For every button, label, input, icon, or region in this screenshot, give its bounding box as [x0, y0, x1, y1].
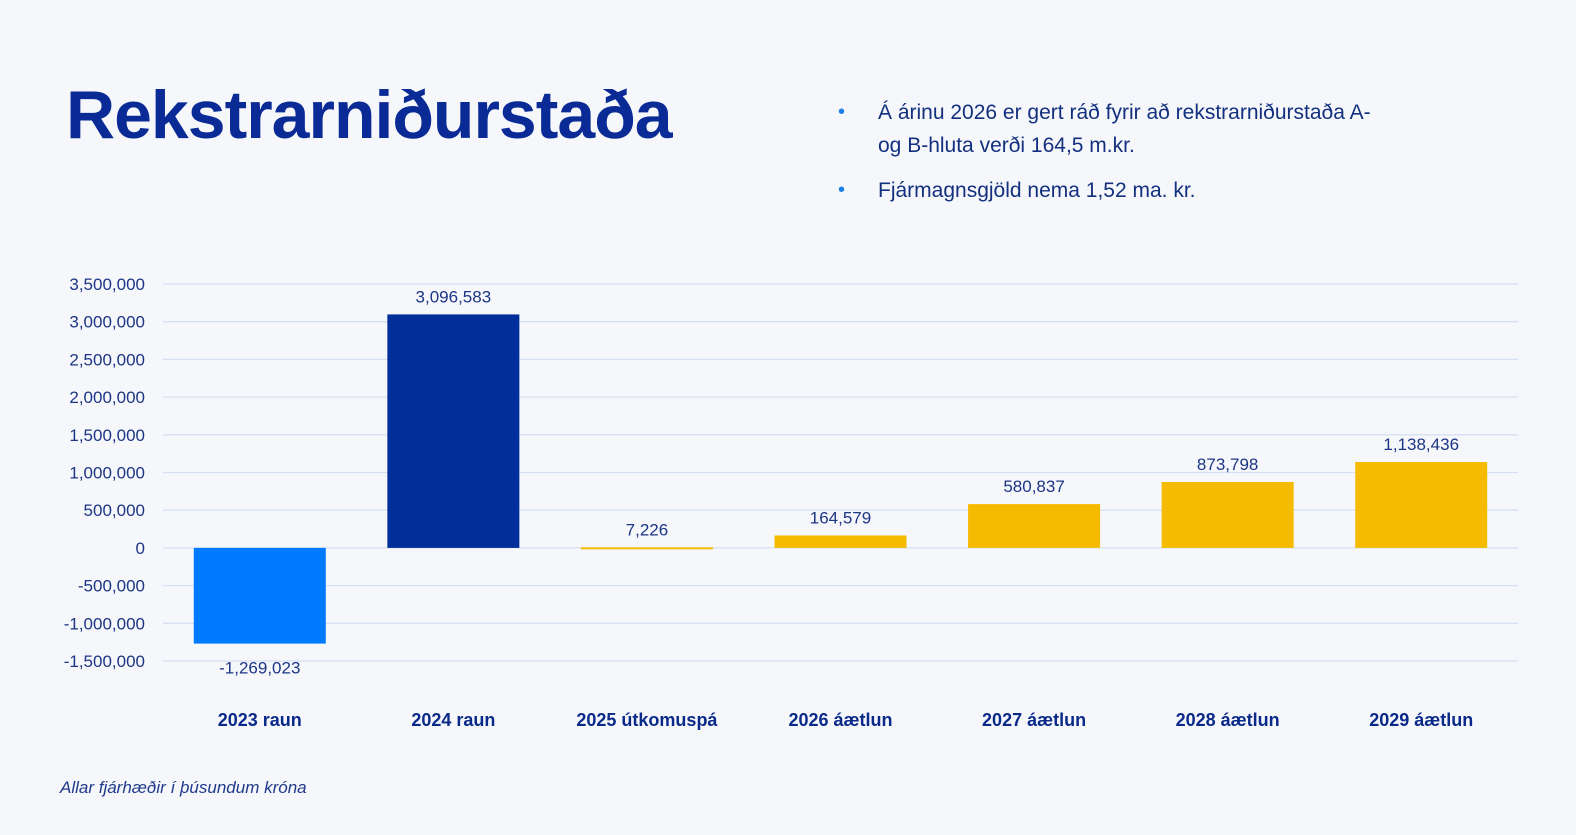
x-tick-label: 2027 áætlun	[982, 710, 1086, 730]
data-label: 164,579	[810, 508, 871, 527]
data-label: 580,837	[1003, 477, 1064, 496]
y-tick-label: 2,500,000	[69, 350, 145, 369]
x-tick-label: 2024 raun	[411, 710, 495, 730]
y-tick-label: 0	[136, 539, 145, 558]
bar	[774, 535, 907, 548]
bar	[193, 547, 326, 644]
data-label: 1,138,436	[1383, 435, 1459, 454]
bullet-list: • Á árinu 2026 er gert ráð fyrir að rekst…	[838, 96, 1398, 219]
x-tick-label: 2028 áætlun	[1176, 710, 1280, 730]
y-tick-label: 500,000	[84, 501, 145, 520]
bullet-text: Á árinu 2026 er gert ráð fyrir að rekstr…	[878, 101, 1371, 157]
y-tick-label: 3,500,000	[69, 275, 145, 294]
bullet-item: • Á árinu 2026 er gert ráð fyrir að rekst…	[838, 96, 1398, 162]
bar	[1355, 462, 1488, 548]
footnote: Allar fjárhæðir í þúsundum króna	[60, 778, 307, 797]
y-tick-label: 1,000,000	[69, 464, 145, 483]
x-tick-label: 2029 áætlun	[1369, 710, 1473, 730]
data-label: 3,096,583	[416, 287, 492, 306]
bullet-text: Fjármagnsgjöld nema 1,52 ma. kr.	[878, 179, 1196, 202]
x-tick-label: 2026 áætlun	[788, 710, 892, 730]
data-label: 7,226	[626, 520, 669, 539]
bar	[580, 547, 713, 550]
x-tick-label: 2023 raun	[218, 710, 302, 730]
y-tick-label: 3,000,000	[69, 313, 145, 332]
y-tick-label: -500,000	[78, 577, 145, 596]
data-label: 873,798	[1197, 455, 1258, 474]
bullet-icon: •	[838, 179, 846, 201]
bar	[968, 504, 1101, 548]
bar	[387, 314, 520, 548]
bullet-icon: •	[838, 101, 846, 123]
x-tick-label: 2025 útkomuspá	[576, 710, 718, 730]
y-tick-label: 1,500,000	[69, 426, 145, 445]
bar	[1161, 482, 1294, 548]
data-label: -1,269,023	[219, 659, 300, 678]
page-title: Rekstrarniðurstaða	[66, 77, 673, 153]
bullet-item: • Fjármagnsgjöld nema 1,52 ma. kr.	[838, 174, 1398, 207]
y-tick-label: 2,000,000	[69, 388, 145, 407]
y-tick-label: -1,000,000	[64, 614, 145, 633]
bar-chart: 3,500,000 3,000,000 2,500,000 2,000,000 1,50…	[64, 275, 1518, 730]
y-tick-label: -1,500,000	[64, 652, 145, 671]
